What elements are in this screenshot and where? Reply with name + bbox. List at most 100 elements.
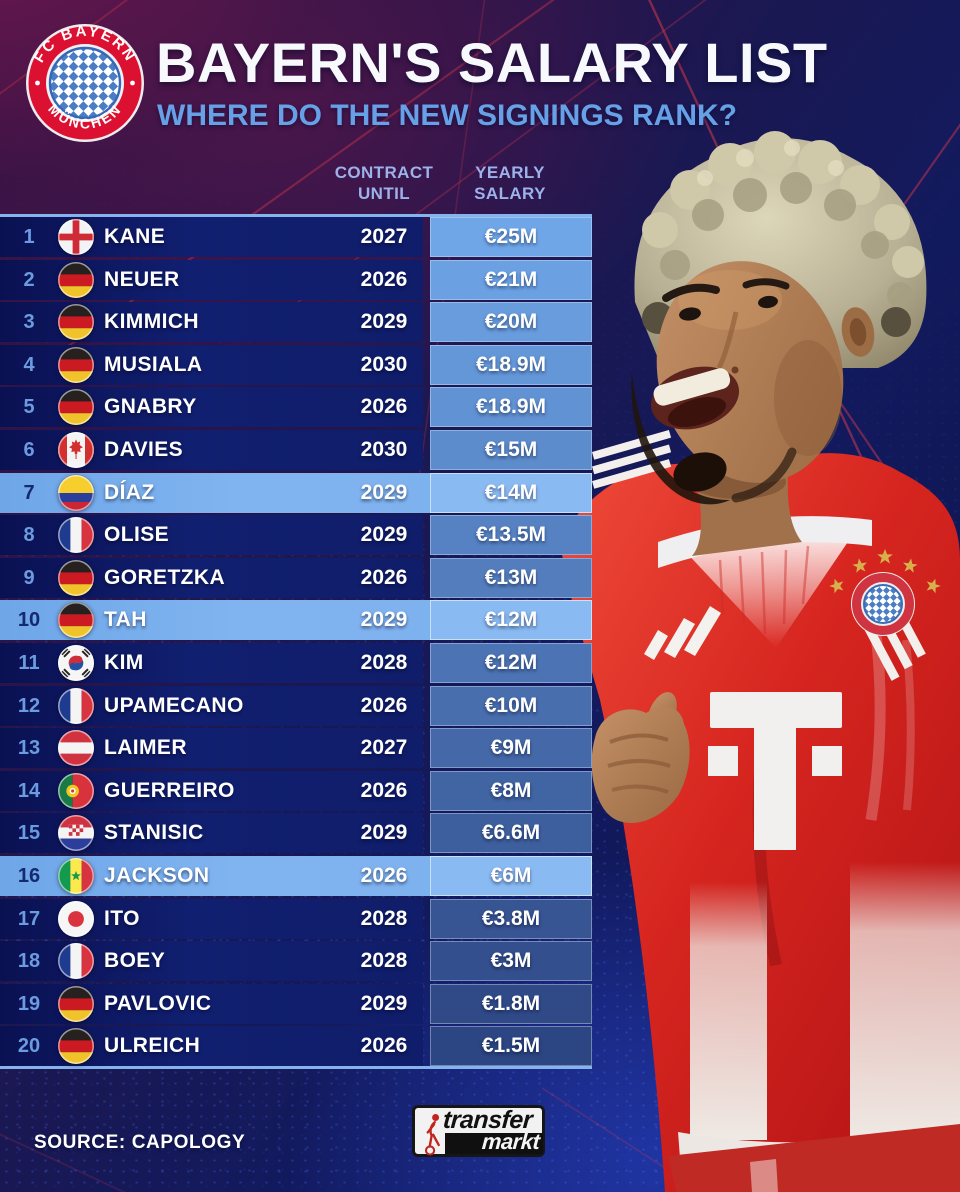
yearly-salary-value: €20M <box>430 302 592 343</box>
yearly-salary-value: €15M <box>430 429 592 470</box>
salary-table: 1 KANE 2027 €25M 2 NEUER 2026 €21M 3 KIMMICH 2029 €… <box>0 214 592 1070</box>
table-row: 8 OLISE 2029 €13.5M <box>0 515 592 556</box>
nationality-flag <box>58 346 94 383</box>
column-header-contract-line2: UNTIL <box>357 184 411 203</box>
contract-until-value: 2029 <box>360 608 408 632</box>
rank-label: 2 <box>23 268 35 291</box>
yearly-salary-value: €1.8M <box>430 983 592 1024</box>
nationality-flag <box>58 304 94 341</box>
contract-until-value: 2026 <box>360 395 408 419</box>
yearly-salary-value: €21M <box>430 259 592 300</box>
player-name: NEUER <box>104 267 180 291</box>
france-flag-icon <box>58 517 94 554</box>
rank-label: 7 <box>23 481 35 504</box>
nationality-flag <box>58 261 94 298</box>
nationality-flag <box>58 943 94 980</box>
player-name: ULREICH <box>104 1034 201 1058</box>
player-photo <box>560 131 960 1192</box>
rank-label: 14 <box>17 779 41 802</box>
column-header-salary-line2: SALARY <box>474 184 546 203</box>
yearly-salary-value: €12M <box>430 600 592 641</box>
table-row: 3 KIMMICH 2029 €20M <box>0 302 592 343</box>
nationality-flag <box>58 772 94 809</box>
contract-until-value: 2030 <box>360 352 408 376</box>
contract-until-value: 2029 <box>360 821 408 845</box>
germany-flag-icon <box>58 602 94 639</box>
contract-until-value: 2026 <box>360 565 408 589</box>
rank-label: 19 <box>17 992 41 1015</box>
rank-label: 4 <box>23 353 35 376</box>
player-name: KIM <box>104 650 144 674</box>
yearly-salary-value: €18.9M <box>430 344 592 385</box>
table-row: 13 LAIMER 2027 €9M <box>0 728 592 769</box>
transfermarkt-logo-band: markt <box>445 1129 543 1154</box>
nationality-flag <box>58 900 94 937</box>
table-row: 6 DAVIES 2030 €15M <box>0 429 592 470</box>
table-row: 20 ULREICH 2026 €1.5M <box>0 1026 592 1067</box>
player-name: KANE <box>104 225 166 248</box>
contract-until-value: 2029 <box>360 523 408 547</box>
table-row: 9 GORETZKA 2026 €13M <box>0 557 592 598</box>
table-row: 15 STANISIC 2029 €6.6M <box>0 813 592 854</box>
germany-flag-icon <box>58 346 94 383</box>
yearly-salary-value: €18.9M <box>430 387 592 428</box>
rank-label: 5 <box>23 396 35 419</box>
germany-flag-icon <box>58 559 94 596</box>
germany-flag-icon <box>58 985 94 1022</box>
contract-until-value: 2029 <box>360 480 408 504</box>
player-name: TAH <box>104 608 147 632</box>
table-row: 5 GNABRY 2026 €18.9M <box>0 387 592 428</box>
nationality-flag <box>58 431 94 468</box>
yearly-salary-value: €12M <box>430 642 592 683</box>
colombia-flag-icon <box>58 474 94 511</box>
table-row: 19 PAVLOVIC 2029 €1.8M <box>0 983 592 1024</box>
rank-label: 3 <box>23 311 35 334</box>
player-name: KIMMICH <box>104 310 199 334</box>
rank-label: 17 <box>17 907 41 930</box>
table-row: 10 TAH 2029 €12M <box>0 600 592 641</box>
yearly-salary-value: €3M <box>430 941 592 982</box>
nationality-flag <box>58 474 94 511</box>
nationality-flag <box>58 815 94 852</box>
player-name: PAVLOVIC <box>104 991 212 1015</box>
rank-label: 6 <box>23 438 35 461</box>
table-row: 4 MUSIALA 2030 €18.9M <box>0 344 592 385</box>
rank-label: 15 <box>17 822 41 845</box>
page-subtitle: WHERE DO THE NEW SIGNINGS RANK? <box>157 99 738 132</box>
nationality-flag <box>58 389 94 426</box>
transfermarkt-logo: transfer markt <box>412 1105 545 1157</box>
player-name: GUERREIRO <box>104 778 235 802</box>
nationality-flag <box>58 1028 94 1065</box>
contract-until-value: 2026 <box>360 1034 408 1058</box>
player-name: GNABRY <box>104 395 197 419</box>
table-row: 17 ITO 2028 €3.8M <box>0 898 592 939</box>
rank-label: 18 <box>17 950 41 973</box>
column-header-contract: CONTRACT UNTIL <box>324 162 444 204</box>
yearly-salary-value: €13.5M <box>430 515 592 556</box>
contract-until-value: 2028 <box>360 906 408 930</box>
rank-label: 20 <box>17 1035 41 1058</box>
germany-flag-icon <box>58 389 94 426</box>
yearly-salary-value: €13M <box>430 557 592 598</box>
contract-until-value: 2026 <box>360 863 408 887</box>
rank-label: 8 <box>23 524 35 547</box>
table-row: 14 GUERREIRO 2026 €8M <box>0 770 592 811</box>
yearly-salary-value: €6.6M <box>430 813 592 854</box>
table-row: 12 UPAMECANO 2026 €10M <box>0 685 592 726</box>
england-flag-icon <box>58 219 94 255</box>
germany-flag-icon <box>58 261 94 298</box>
player-name: JACKSON <box>104 863 210 887</box>
table-row: 1 KANE 2027 €25M <box>0 217 592 257</box>
contract-until-value: 2030 <box>360 437 408 461</box>
canada-flag-icon <box>58 431 94 468</box>
transfermarkt-player-icon <box>424 1114 440 1156</box>
rank-label: 16 <box>17 864 41 887</box>
contract-until-value: 2026 <box>360 267 408 291</box>
column-header-salary: YEARLY SALARY <box>455 162 565 204</box>
table-row: 18 BOEY 2028 €3M <box>0 941 592 982</box>
contract-until-value: 2026 <box>360 693 408 717</box>
yearly-salary-value: €6M <box>430 855 592 896</box>
croatia-flag-icon <box>58 815 94 852</box>
club-logo: FC BAYERN MÜNCHEN <box>26 23 144 142</box>
